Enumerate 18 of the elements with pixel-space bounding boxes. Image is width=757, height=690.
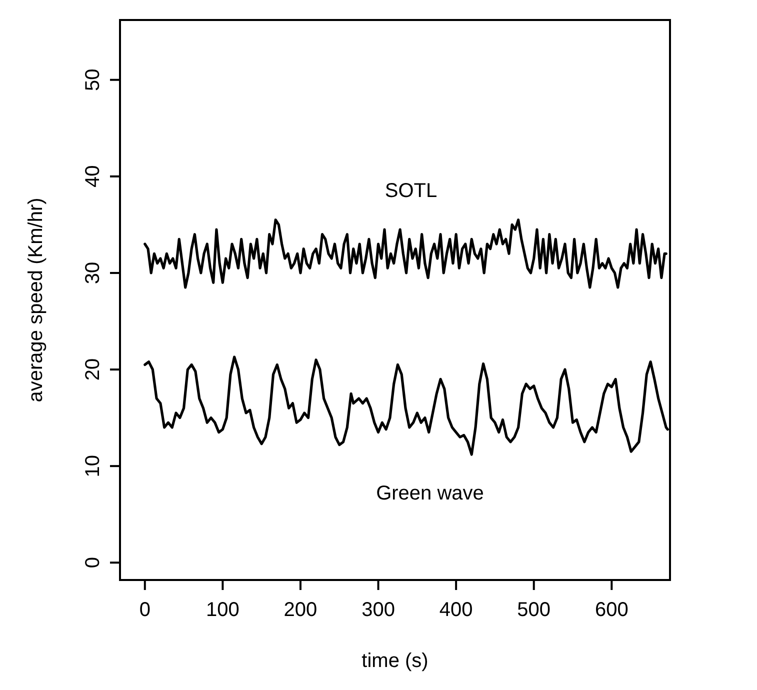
x-tick-label: 600 — [594, 599, 628, 621]
x-tick-label: 100 — [206, 599, 240, 621]
x-tick-label: 300 — [362, 599, 395, 621]
series-label: SOTL — [384, 180, 438, 202]
x-axis-title: time (s) — [362, 650, 428, 672]
y-tick-label: 10 — [82, 454, 104, 478]
y-axis-title: average speed (Km/hr) — [25, 198, 47, 402]
y-tick-label: 0 — [82, 557, 104, 568]
x-tick-label: 200 — [284, 599, 318, 621]
y-tick-label: 40 — [82, 165, 104, 188]
x-tick-label: 400 — [439, 599, 473, 621]
y-tick-label: 30 — [82, 262, 104, 284]
line-series — [144, 218, 668, 289]
x-tick-label: 0 — [139, 599, 150, 621]
series-label: Green wave — [376, 482, 484, 504]
y-tick-label: 20 — [82, 358, 104, 381]
x-tick-label: 500 — [517, 599, 551, 621]
y-tick-label: 50 — [82, 68, 104, 91]
